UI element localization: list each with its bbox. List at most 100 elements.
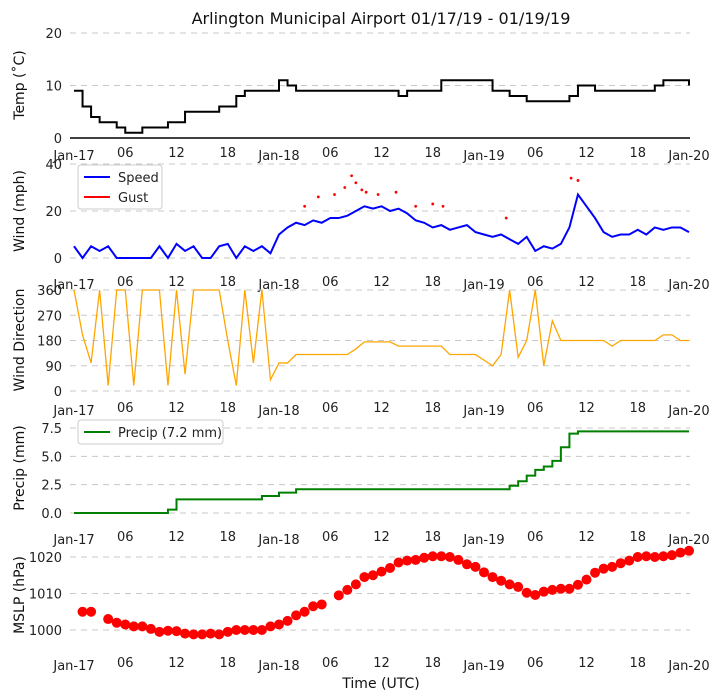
x-tick-label: Jan-20 [667, 404, 709, 419]
y-tick-label: 360 [37, 284, 62, 299]
temp-temp-line [74, 79, 690, 134]
mslp-point [359, 572, 370, 583]
x-tick-label: Jan-18 [257, 404, 299, 419]
x-tick-label: Jan-18 [257, 278, 299, 293]
x-tick-label: Jan-20 [667, 659, 709, 674]
y-tick-label: 0 [54, 132, 62, 147]
y-axis-label: MSLP (hPa) [12, 556, 28, 634]
gust-point [394, 190, 398, 194]
mslp-point [231, 625, 242, 635]
mslp-point [461, 559, 472, 570]
x-tick-label: 12 [373, 656, 390, 671]
mslp-point [436, 551, 447, 562]
precip-precip-line [74, 430, 689, 514]
mslp-point [111, 617, 122, 628]
x-tick-label: 06 [527, 275, 544, 290]
mslp-point [590, 567, 601, 578]
mslp-point [496, 575, 507, 586]
mslp-point [291, 610, 302, 621]
x-tick-label: 18 [629, 146, 646, 161]
mslp-point [342, 584, 353, 595]
x-tick-label: Jan-18 [257, 533, 299, 548]
mslp-point [248, 625, 259, 635]
x-tick-label: Jan-19 [462, 659, 504, 674]
mslp-point [658, 551, 669, 562]
mslp-point [393, 557, 404, 568]
x-tick-label: Jan-19 [462, 149, 504, 164]
x-tick-label: 12 [578, 656, 595, 671]
x-tick-label: Jan-17 [52, 533, 94, 548]
x-tick-label: 12 [168, 146, 185, 161]
mslp-point [256, 625, 267, 635]
mslp-point [419, 552, 430, 563]
mslp-point [299, 606, 310, 617]
mslp-point [282, 615, 293, 626]
wind-legend: Speed Gust [77, 164, 163, 210]
mslp-point [385, 562, 396, 573]
y-tick-label: 10 [45, 80, 62, 95]
mslp-point [607, 561, 618, 572]
mslp-point [402, 555, 413, 566]
x-tick-label: 18 [424, 656, 441, 671]
mslp-point [530, 589, 541, 600]
mslp-point [666, 550, 677, 561]
mslp-point [205, 628, 216, 639]
x-tick-label: 12 [578, 530, 595, 545]
legend-label: Speed [118, 171, 159, 186]
x-tick-label: 06 [322, 275, 339, 290]
x-tick-label: 18 [424, 275, 441, 290]
x-tick-label: 12 [373, 530, 390, 545]
x-tick-label: 18 [424, 530, 441, 545]
y-tick-label: 7.5 [41, 422, 62, 437]
x-tick-label: 06 [527, 401, 544, 416]
x-tick-label: 06 [322, 401, 339, 416]
x-tick-label: Jan-20 [667, 149, 709, 164]
mslp-point [137, 621, 148, 632]
x-tick-label: Jan-19 [462, 278, 504, 293]
x-tick-label: Jan-17 [52, 149, 94, 164]
mslp-point [265, 621, 276, 632]
x-tick-label: 12 [168, 530, 185, 545]
mslp-point [675, 547, 686, 558]
mslp-point [214, 629, 225, 640]
mslp-point [188, 629, 199, 640]
mslp-point [77, 606, 88, 617]
x-tick-label: 12 [168, 401, 185, 416]
x-tick-label: 06 [117, 401, 134, 416]
x-tick-label: 06 [117, 146, 134, 161]
precip-legend: Precip (7.2 mm) [77, 419, 224, 445]
mslp-point [239, 625, 250, 635]
mslp-point [222, 626, 233, 637]
gust-point [364, 190, 368, 194]
y-tick-label: 90 [45, 360, 62, 375]
gust-point [303, 204, 307, 208]
x-tick-label: Jan-18 [257, 149, 299, 164]
mslp-point [120, 619, 131, 630]
dir-panel: 0 90 180 270 360 Jan-17 06 12 18 Jan-18 06 12 18 Jan-… [12, 284, 710, 419]
x-tick-label: 12 [578, 401, 595, 416]
x-tick-label: 18 [219, 530, 236, 545]
y-tick-label: 40 [45, 158, 62, 173]
mslp-point [86, 606, 97, 617]
x-tick-label: 06 [322, 530, 339, 545]
mslp-point [171, 626, 182, 637]
dir-direction-line [73, 289, 689, 386]
mslp-point [564, 583, 575, 594]
precip-panel: 0.0 2.5 5.0 7.5 Jan-17 06 12 18 Jan-18 06 12 18 Jan-… [12, 419, 710, 548]
x-tick-label: 06 [527, 656, 544, 671]
mslp-point [316, 599, 327, 610]
mslp-point [581, 574, 592, 585]
mslp-point [479, 567, 489, 578]
gust-point [333, 193, 336, 196]
x-tick-label: 06 [322, 146, 339, 161]
mslp-point [444, 552, 455, 562]
x-tick-label: 18 [219, 401, 236, 416]
mslp-point [632, 552, 643, 562]
y-tick-label: 0 [54, 252, 62, 267]
x-tick-label: 12 [373, 401, 390, 416]
x-tick-label: 18 [219, 656, 236, 671]
y-tick-label: 180 [37, 335, 62, 350]
x-tick-label: 12 [373, 146, 390, 161]
mslp-point [410, 554, 421, 565]
gust-point [569, 176, 573, 180]
